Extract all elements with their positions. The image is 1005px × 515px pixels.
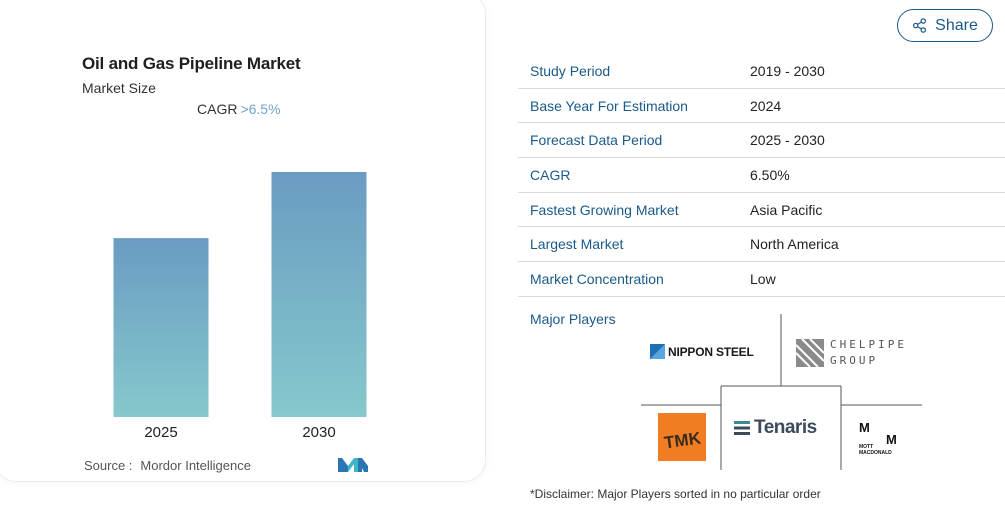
info-value: 2025 - 2030 [750,132,825,149]
chart-title: Oil and Gas Pipeline Market [82,54,301,73]
info-row-study-period: Study Period 2019 - 2030 [518,54,1005,89]
bar-chart: 2025 2030 [113,172,367,441]
tenaris-logo: Tenaris [734,417,817,439]
cagr-label: CAGR [197,101,238,117]
chart-cagr: CAGR >6.5% [197,101,281,117]
chelpipe-group-logo: CHELPIPE GROUP [796,337,907,369]
info-label[interactable]: CAGR [530,166,571,183]
share-button[interactable]: Share [897,9,993,42]
info-value: 6.50% [750,166,790,183]
chart-card [0,0,486,482]
tmk-logo: TMK [658,413,706,461]
bar-2030 [271,172,367,417]
info-row-fastest-growing: Fastest Growing Market Asia Pacific [518,193,1005,228]
info-label[interactable]: Base Year For Estimation [530,97,688,114]
info-label[interactable]: Largest Market [530,236,624,253]
info-label[interactable]: Fastest Growing Market [530,201,679,218]
tenaris-mark-icon [734,421,750,435]
info-value: North America [750,236,839,253]
cagr-value: >6.5% [240,101,281,117]
info-row-concentration: Market Concentration Low [518,262,1005,297]
info-label[interactable]: Study Period [530,62,611,79]
mott-macdonald-logo: M M MOTT MACDONALD [859,420,897,456]
info-label[interactable]: Market Concentration [530,270,664,287]
info-value: 2024 [750,97,782,114]
info-row-forecast-period: Forecast Data Period 2025 - 2030 [518,123,1005,159]
info-row-base-year: Base Year For Estimation 2024 [518,89,1005,124]
major-players-label[interactable]: Major Players [530,311,616,327]
chelpipe-text-line1: CHELPIPE [830,338,907,351]
nippon-steel-logo: NIPPON STEEL [650,344,754,359]
mordor-intelligence-logo [338,458,368,472]
x-tick-label: 2025 [144,424,177,441]
nippon-steel-text: NIPPON STEEL [668,344,754,359]
share-icon [913,18,927,33]
bar-2025 [113,238,209,417]
disclaimer: *Disclaimer: Major Players sorted in no … [530,487,821,501]
svg-text:M: M [886,432,897,447]
market-info-table: Study Period 2019 - 2030 Base Year For E… [518,54,1005,297]
info-row-largest-market: Largest Market North America [518,227,1005,263]
info-value: Asia Pacific [750,201,823,218]
source-value: Mordor Intelligence [140,458,251,473]
info-value: Low [750,270,776,287]
info-label[interactable]: Forecast Data Period [530,132,663,149]
mott-text-line1: MOTT [859,444,873,450]
nippon-steel-mark-icon [650,344,665,359]
chart-source: Source : Mordor Intelligence [84,458,251,473]
svg-text:M: M [859,420,870,435]
chelpipe-text-line2: GROUP [830,354,879,367]
info-value: 2019 - 2030 [750,62,825,79]
source-label: Source : [84,458,133,473]
chart-subtitle: Market Size [82,80,156,96]
x-tick-label: 2030 [302,424,335,441]
mott-text-line2: MACDONALD [859,450,892,456]
chelpipe-mark-icon [796,339,824,367]
tenaris-text: Tenaris [754,417,817,438]
share-label: Share [935,16,978,34]
info-row-cagr: CAGR 6.50% [518,158,1005,193]
